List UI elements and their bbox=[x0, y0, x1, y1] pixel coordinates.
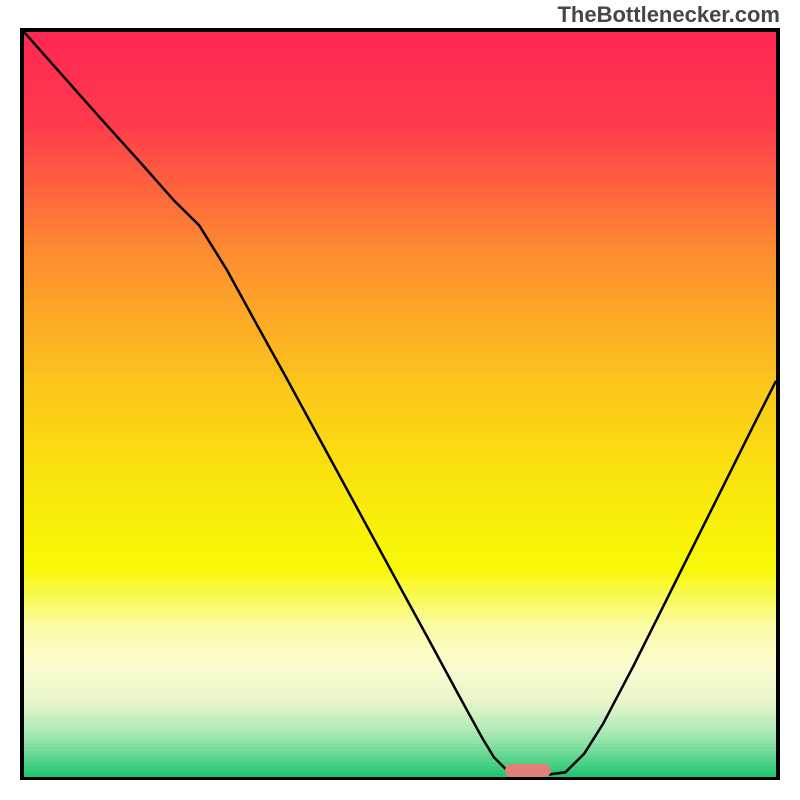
plot-area bbox=[20, 28, 780, 780]
marker-pill bbox=[505, 764, 552, 777]
curve-svg bbox=[24, 32, 776, 776]
watermark-label: TheBottlenecker.com bbox=[557, 2, 780, 28]
bottleneck-curve bbox=[24, 32, 776, 775]
chart-container: TheBottlenecker.com bbox=[0, 0, 800, 800]
